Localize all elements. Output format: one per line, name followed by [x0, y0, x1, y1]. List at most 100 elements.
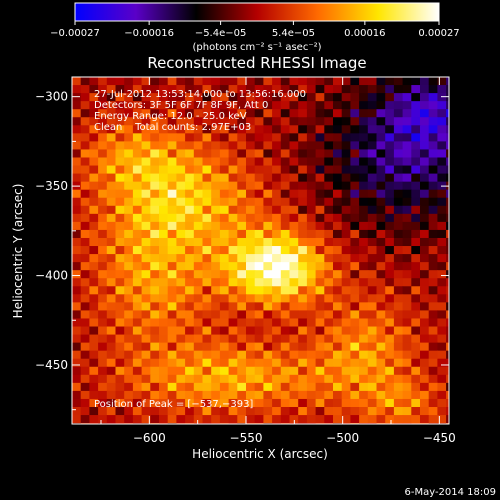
heatmap-cell [333, 286, 343, 295]
heatmap-cell [72, 237, 82, 247]
heatmap-cell [385, 262, 395, 271]
heatmap-cell [324, 326, 334, 336]
heatmap-cell [402, 221, 412, 231]
heatmap-cell [106, 318, 117, 328]
heatmap-cell [219, 342, 230, 352]
heatmap-cell [411, 302, 421, 312]
heatmap-cell [341, 189, 351, 199]
heatmap-cell [350, 342, 360, 352]
heatmap-cell [385, 246, 395, 255]
heatmap-cell [280, 407, 291, 416]
heatmap-cell [124, 294, 134, 303]
heatmap-cell [106, 374, 117, 384]
heatmap-cell [393, 342, 404, 352]
heatmap-cell [176, 101, 186, 110]
heatmap-cell [159, 246, 169, 255]
heatmap-cell [193, 173, 204, 183]
heatmap-cell [159, 278, 169, 287]
heatmap-cell [402, 407, 412, 416]
heatmap-cell [150, 366, 160, 376]
heatmap-cell [367, 141, 378, 151]
heatmap-cell [132, 382, 143, 392]
heatmap-cell [159, 109, 169, 118]
heatmap-cell [402, 85, 412, 94]
heatmap-cell [228, 358, 238, 368]
heatmap-cell [254, 350, 264, 360]
heatmap-cell [219, 366, 230, 376]
heatmap-cell [385, 334, 395, 344]
heatmap-cell [324, 366, 334, 376]
heatmap-cell [263, 286, 273, 295]
heatmap-cell [115, 189, 125, 199]
heatmap-cell [237, 173, 247, 183]
heatmap-cell [106, 270, 117, 279]
heatmap-cell [280, 326, 291, 336]
heatmap-cell [437, 326, 447, 336]
heatmap-cell [272, 415, 282, 424]
heatmap-cell [159, 85, 169, 94]
heatmap-cell [306, 262, 317, 271]
heatmap-cell [367, 286, 378, 295]
heatmap-cell [246, 374, 256, 384]
heatmap-cell [420, 270, 430, 279]
heatmap-cell [246, 398, 256, 408]
heatmap-cell [254, 221, 264, 231]
heatmap-cell [393, 254, 404, 263]
heatmap-cell [402, 165, 412, 175]
heatmap-cell [385, 294, 395, 303]
heatmap-cell [298, 109, 308, 118]
annotation-time-range: 27-Jul-2012 13:53:14.000 to 13:56:16.000 [94, 89, 306, 100]
heatmap-cell [263, 342, 273, 352]
heatmap-cell [411, 125, 421, 134]
heatmap-cell [80, 165, 90, 175]
heatmap-cell [272, 398, 282, 408]
y-axis-label: Heliocentric Y (arcsec) [11, 184, 25, 319]
heatmap-cell [367, 350, 378, 360]
heatmap-cell [263, 93, 273, 102]
heatmap-cell [385, 213, 395, 223]
heatmap-cell [393, 85, 404, 94]
heatmap-cell [446, 350, 449, 360]
heatmap-cell [446, 125, 449, 134]
heatmap-cell [333, 294, 343, 303]
heatmap-cell [359, 101, 369, 110]
heatmap-cell [428, 262, 438, 271]
heatmap-cell [272, 342, 282, 352]
heatmap-cell [219, 181, 230, 191]
heatmap-cell [333, 390, 343, 400]
heatmap-cell [246, 294, 256, 303]
heatmap-cell [228, 213, 238, 223]
heatmap-cell [80, 229, 90, 239]
heatmap-cell [124, 302, 134, 312]
heatmap-cell [176, 294, 186, 303]
heatmap-cell [219, 165, 230, 175]
heatmap-cell [237, 181, 247, 191]
heatmap-cell [228, 77, 238, 86]
heatmap-cell [219, 157, 230, 167]
heatmap-cell [376, 407, 386, 416]
heatmap-cell [428, 270, 438, 279]
heatmap-cell [315, 294, 325, 303]
heatmap-cell [324, 93, 334, 102]
heatmap-cell [402, 326, 412, 336]
heatmap-cell [385, 165, 395, 175]
heatmap-cell [254, 85, 264, 94]
heatmap-cell [219, 262, 230, 271]
heatmap-cell [306, 270, 317, 279]
heatmap-cell [150, 221, 160, 231]
heatmap-cell [115, 342, 125, 352]
heatmap-cell [411, 189, 421, 199]
heatmap-cell [263, 358, 273, 368]
heatmap-cell [359, 165, 369, 175]
heatmap-cell [167, 165, 177, 175]
heatmap-cell [211, 318, 221, 328]
heatmap-cell [150, 173, 160, 183]
heatmap-cell [315, 366, 325, 376]
heatmap-cell [72, 213, 82, 223]
heatmap-cell [376, 382, 386, 392]
heatmap-cell [246, 278, 256, 287]
heatmap-cell [246, 221, 256, 231]
heatmap-cell [176, 318, 186, 328]
heatmap-cell [367, 270, 378, 279]
heatmap-cell [437, 173, 447, 183]
